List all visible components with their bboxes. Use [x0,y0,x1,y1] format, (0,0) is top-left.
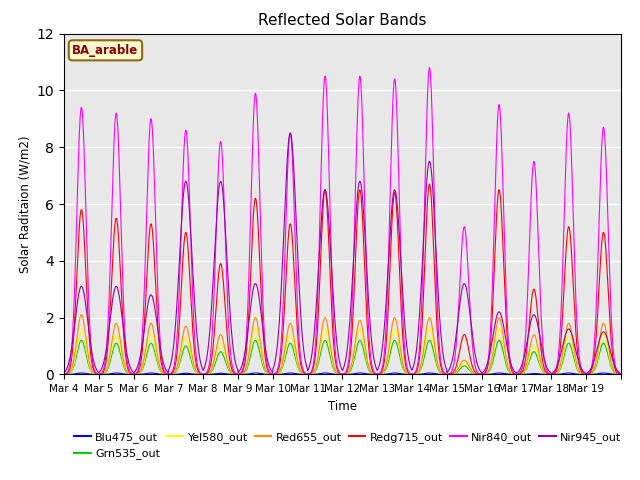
Line: Red655_out: Red655_out [64,315,621,374]
Grn535_out [523,365,531,371]
Red655_out [443,372,451,377]
Line: Grn535_out: Grn535_out [64,340,621,374]
Legend: Blu475_out, Grn535_out, Yel580_out, Red655_out, Redg715_out, Nir840_out, Nir945_: Blu475_out, Grn535_out, Yel580_out, Red6… [70,428,626,464]
Red655_out [617,372,625,377]
Yel580_out [523,364,531,370]
Blu475_out [537,371,545,377]
Yel580_out [495,326,503,332]
Nir840_out [363,286,371,291]
Redg715_out [443,372,451,377]
Blu475_out [617,372,625,377]
Red655_out [537,360,545,366]
Nir840_out [426,65,433,71]
Red655_out [60,372,68,377]
Yel580_out [364,359,371,365]
Nir945_out [617,371,625,376]
Nir945_out [582,371,590,376]
X-axis label: Time: Time [328,400,357,413]
Blu475_out [77,370,85,376]
Redg715_out [495,187,503,193]
Nir840_out [523,312,531,318]
Redg715_out [175,319,183,325]
Line: Nir840_out: Nir840_out [64,68,621,374]
Yel580_out [537,363,545,369]
Yel580_out [60,372,68,377]
Redg715_out [537,347,545,353]
Nir945_out [537,340,545,346]
Yel580_out [617,372,625,377]
Redg715_out [363,318,371,324]
Red655_out [393,322,401,327]
Red655_out [495,315,503,321]
Blu475_out [60,372,68,377]
Nir840_out [617,372,625,377]
Nir840_out [175,282,183,288]
Grn535_out [77,337,85,343]
Grn535_out [495,337,503,343]
Nir945_out [175,257,183,263]
Red655_out [176,353,184,359]
Blu475_out [495,370,503,376]
Nir840_out [60,372,68,377]
Blu475_out [393,370,401,376]
Yel580_out [252,326,259,332]
Nir945_out [60,370,68,375]
Redg715_out [426,181,433,187]
Grn535_out [60,372,68,377]
Nir945_out [364,273,371,278]
Blu475_out [176,371,184,377]
Blu475_out [443,372,451,377]
Title: Reflected Solar Bands: Reflected Solar Bands [258,13,427,28]
Yel580_out [443,372,451,377]
Redg715_out [523,348,531,354]
Red655_out [523,360,531,366]
Nir945_out [523,342,531,348]
Nir840_out [495,102,503,108]
Red655_out [364,357,371,362]
Nir840_out [443,372,451,377]
Redg715_out [393,210,401,216]
Grn535_out [443,372,451,377]
Red655_out [77,312,85,318]
Nir840_out [537,310,545,316]
Text: BA_arable: BA_arable [72,44,139,57]
Line: Nir945_out: Nir945_out [64,133,621,373]
Line: Blu475_out: Blu475_out [64,373,621,374]
Nir945_out [495,309,503,315]
Blu475_out [364,371,371,377]
Nir945_out [393,199,401,204]
Grn535_out [537,365,545,371]
Y-axis label: Solar Raditaion (W/m2): Solar Raditaion (W/m2) [18,135,31,273]
Blu475_out [523,372,531,377]
Grn535_out [393,342,401,348]
Grn535_out [364,362,371,368]
Grn535_out [176,360,184,366]
Nir840_out [393,108,401,114]
Yel580_out [175,358,183,364]
Redg715_out [617,372,625,377]
Line: Redg715_out: Redg715_out [64,184,621,374]
Nir945_out [287,130,294,136]
Redg715_out [60,372,68,377]
Grn535_out [617,372,625,377]
Yel580_out [393,332,401,337]
Line: Yel580_out: Yel580_out [64,329,621,374]
